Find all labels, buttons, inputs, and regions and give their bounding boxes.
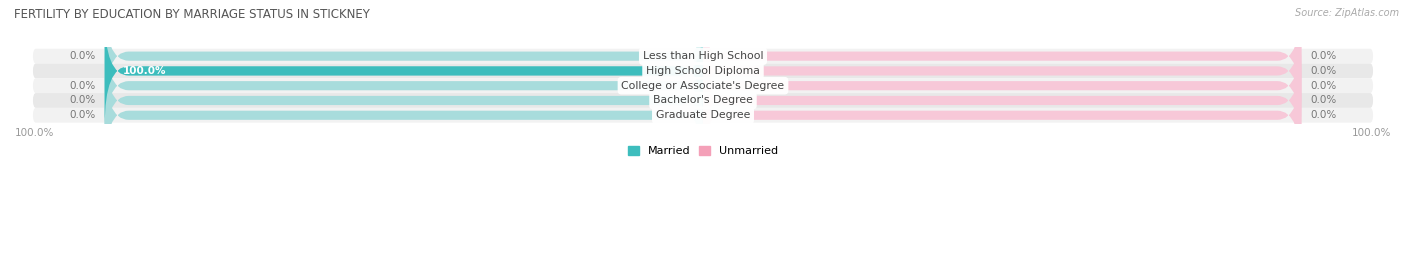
Text: Less than High School: Less than High School: [643, 51, 763, 61]
Text: 0.0%: 0.0%: [1310, 110, 1337, 120]
Text: 0.0%: 0.0%: [1310, 81, 1337, 91]
FancyBboxPatch shape: [703, 16, 1302, 125]
Text: 0.0%: 0.0%: [69, 110, 96, 120]
FancyBboxPatch shape: [104, 2, 703, 111]
FancyBboxPatch shape: [32, 78, 1374, 93]
FancyBboxPatch shape: [32, 49, 1374, 63]
FancyBboxPatch shape: [104, 16, 703, 125]
Text: 100.0%: 100.0%: [122, 66, 166, 76]
FancyBboxPatch shape: [32, 108, 1374, 123]
FancyBboxPatch shape: [703, 2, 1302, 111]
Text: 0.0%: 0.0%: [1310, 95, 1337, 105]
FancyBboxPatch shape: [703, 61, 1302, 170]
FancyBboxPatch shape: [703, 31, 1302, 140]
Text: College or Associate's Degree: College or Associate's Degree: [621, 81, 785, 91]
FancyBboxPatch shape: [104, 61, 703, 170]
FancyBboxPatch shape: [32, 93, 1374, 108]
Text: 0.0%: 0.0%: [69, 81, 96, 91]
Text: Bachelor's Degree: Bachelor's Degree: [652, 95, 754, 105]
Text: High School Diploma: High School Diploma: [647, 66, 759, 76]
Text: Graduate Degree: Graduate Degree: [655, 110, 751, 120]
FancyBboxPatch shape: [104, 16, 703, 125]
Text: 100.0%: 100.0%: [15, 128, 55, 138]
Text: 0.0%: 0.0%: [1310, 66, 1337, 76]
Text: FERTILITY BY EDUCATION BY MARRIAGE STATUS IN STICKNEY: FERTILITY BY EDUCATION BY MARRIAGE STATU…: [14, 8, 370, 21]
FancyBboxPatch shape: [703, 46, 1302, 155]
Text: 0.0%: 0.0%: [1310, 51, 1337, 61]
FancyBboxPatch shape: [104, 31, 703, 140]
Text: 0.0%: 0.0%: [69, 51, 96, 61]
Text: Source: ZipAtlas.com: Source: ZipAtlas.com: [1295, 8, 1399, 18]
Text: 0.0%: 0.0%: [69, 95, 96, 105]
FancyBboxPatch shape: [104, 46, 703, 155]
Legend: Married, Unmarried: Married, Unmarried: [623, 141, 783, 161]
Text: 100.0%: 100.0%: [1351, 128, 1391, 138]
FancyBboxPatch shape: [32, 63, 1374, 78]
